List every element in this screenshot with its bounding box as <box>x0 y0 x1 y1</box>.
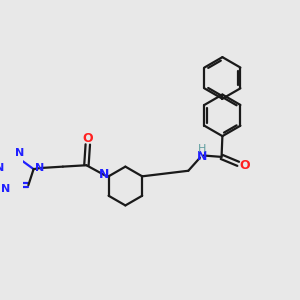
Text: N: N <box>197 150 207 163</box>
Text: O: O <box>82 132 93 145</box>
Text: N: N <box>34 163 44 173</box>
Text: N: N <box>0 163 5 173</box>
Text: N: N <box>99 168 109 182</box>
Text: O: O <box>239 159 250 172</box>
Text: N: N <box>1 184 10 194</box>
Text: H: H <box>198 144 206 154</box>
Text: N: N <box>15 148 25 158</box>
